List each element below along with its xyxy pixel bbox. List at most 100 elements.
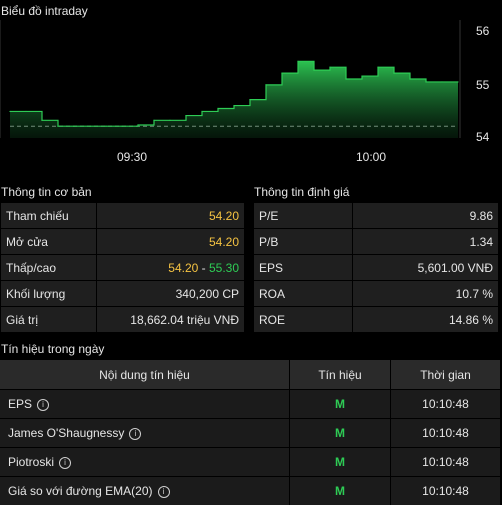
info-icon[interactable]: i (129, 428, 141, 440)
roa-value: 10.7 % (353, 281, 499, 307)
low-high-sep: - (198, 261, 209, 275)
price-point (137, 124, 138, 125)
signal-value: M (290, 419, 391, 448)
table-row: ROA 10.7 % (254, 281, 499, 307)
price-point (169, 120, 170, 121)
table-row: Mở cửa 54.20 (1, 229, 245, 255)
low-high: 54.20 - 55.30 (97, 255, 245, 281)
table-row: Giá trị 18,662.04 triệu VNĐ (1, 307, 245, 333)
price-point (457, 81, 458, 82)
eps-value: 5,601.00 VNĐ (353, 255, 499, 281)
signal-time: 10:10:48 (391, 477, 501, 505)
low-price: 54.20 (168, 261, 198, 275)
signal-name-cell: EPS i (0, 390, 290, 419)
row-label: ROE (254, 307, 353, 333)
table-row[interactable]: James O'Shaugnessy i M 10:10:48 (0, 419, 501, 448)
trade-value: 18,662.04 triệu VNĐ (97, 307, 245, 333)
price-point (281, 73, 282, 74)
price-point (57, 126, 58, 127)
table-row: P/E 9.86 (254, 203, 499, 229)
open-price: 54.20 (97, 229, 245, 255)
signal-name-cell: James O'Shaugnessy i (0, 419, 290, 448)
price-point (425, 81, 426, 82)
volume-value: 340,200 CP (97, 281, 245, 307)
col-header-time: Thời gian (391, 360, 501, 390)
price-point (409, 78, 410, 79)
intraday-chart: 56 55 54 09:30 10:00 (0, 20, 502, 170)
row-label: P/E (254, 203, 353, 229)
row-label: Khối lượng (1, 281, 97, 307)
price-point (233, 105, 234, 106)
signal-value: M (290, 477, 391, 505)
signal-name-cell: Giá so với đường EMA(20)i (0, 477, 290, 505)
signals-title: Tín hiệu trong ngày (1, 342, 104, 356)
signal-value: M (290, 390, 391, 419)
row-label: EPS (254, 255, 353, 281)
row-label: Mở cửa (1, 229, 97, 255)
pb-value: 1.34 (353, 229, 499, 255)
price-point (377, 67, 378, 68)
price-point (9, 111, 10, 112)
price-point (345, 78, 346, 79)
price-point (441, 81, 442, 82)
signal-value: M (290, 448, 391, 477)
price-point (297, 61, 298, 62)
row-label: P/B (254, 229, 353, 255)
signal-name: James O'Shaugnessy (8, 426, 124, 440)
signal-name: EPS (8, 397, 32, 411)
roe-value: 14.86 % (353, 307, 499, 333)
price-point (41, 120, 42, 121)
price-point (217, 108, 218, 109)
price-point (89, 126, 90, 127)
price-point (121, 126, 122, 127)
table-row[interactable]: Giá so với đường EMA(20)i M 10:10:48 (0, 477, 501, 505)
info-icon[interactable]: i (37, 399, 49, 411)
basic-info-title: Thông tin cơ bản (1, 185, 92, 199)
price-point (185, 115, 186, 116)
x-tick-0930: 09:30 (117, 150, 147, 164)
price-point (393, 73, 394, 74)
price-point (313, 70, 314, 71)
row-label: Giá trị (1, 307, 97, 333)
price-point (201, 111, 202, 112)
reference-price: 54.20 (97, 203, 245, 229)
signal-time: 10:10:48 (391, 390, 501, 419)
table-row: Tham chiếu 54.20 (1, 203, 245, 229)
table-row: ROE 14.86 % (254, 307, 499, 333)
price-point (249, 99, 250, 100)
high-price: 55.30 (209, 261, 239, 275)
signal-name: Piotroski (8, 455, 54, 469)
price-point (265, 84, 266, 85)
price-point (361, 75, 362, 76)
info-icon[interactable]: i (59, 457, 71, 469)
basic-info-table: Tham chiếu 54.20 Mở cửa 54.20 Thấp/cao 5… (0, 202, 245, 333)
table-row: Thấp/cao 54.20 - 55.30 (1, 255, 245, 281)
signals-header-row: Nội dung tín hiệu Tín hiệu Thời gian (0, 360, 501, 390)
valuation-title: Thông tin định giá (254, 185, 349, 199)
row-label: Thấp/cao (1, 255, 97, 281)
table-row[interactable]: EPS i M 10:10:48 (0, 390, 501, 419)
y-tick-54: 54 (476, 130, 490, 144)
price-point (153, 120, 154, 121)
table-row: Khối lượng 340,200 CP (1, 281, 245, 307)
signals-table: Nội dung tín hiệu Tín hiệu Thời gian EPS… (0, 360, 501, 505)
y-tick-55: 55 (476, 78, 490, 92)
table-row: P/B 1.34 (254, 229, 499, 255)
signal-name-cell: Piotroski i (0, 448, 290, 477)
col-header-content: Nội dung tín hiệu (0, 360, 290, 390)
row-label: ROA (254, 281, 353, 307)
price-point (329, 67, 330, 68)
price-point (105, 126, 106, 127)
price-point (25, 111, 26, 112)
y-tick-56: 56 (476, 24, 490, 38)
info-icon[interactable]: i (158, 486, 170, 498)
valuation-table: P/E 9.86 P/B 1.34 EPS 5,601.00 VNĐ ROA 1… (253, 202, 499, 333)
x-tick-1000: 10:00 (356, 150, 386, 164)
col-header-signal: Tín hiệu (290, 360, 391, 390)
signal-time: 10:10:48 (391, 419, 501, 448)
table-row: EPS 5,601.00 VNĐ (254, 255, 499, 281)
chart-title: Biểu đồ intraday (1, 4, 88, 18)
table-row[interactable]: Piotroski i M 10:10:48 (0, 448, 501, 477)
signal-time: 10:10:48 (391, 448, 501, 477)
pe-value: 9.86 (353, 203, 499, 229)
